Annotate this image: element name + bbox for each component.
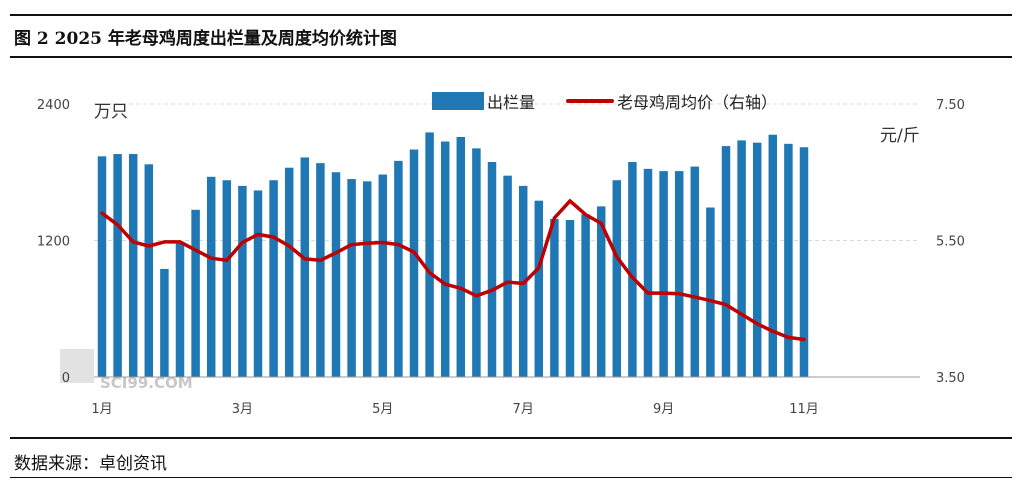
bar	[534, 200, 544, 377]
right-tick-label: 3.50	[936, 371, 965, 386]
left-tick-label: 1200	[37, 235, 70, 250]
bar	[674, 171, 684, 377]
source-rule	[10, 437, 1012, 439]
top-rule	[10, 14, 1012, 16]
left-axis-unit: 万只	[94, 102, 128, 122]
bar	[472, 148, 481, 377]
bar	[175, 241, 185, 377]
bar	[503, 175, 512, 377]
left-tick-label: 2400	[37, 98, 70, 113]
bar	[253, 190, 263, 377]
title-rule	[10, 56, 1012, 58]
right-axis-unit: 元/斤	[880, 126, 920, 146]
bar	[550, 218, 559, 377]
right-tick-label: 5.50	[936, 235, 965, 250]
right-tick-label: 7.50	[936, 98, 965, 113]
watermark-logo	[60, 349, 94, 383]
legend-bar-swatch	[432, 92, 484, 110]
x-tick-label: 9月	[653, 402, 674, 417]
x-tick-label: 11月	[789, 402, 819, 417]
bar	[144, 164, 154, 377]
x-tick-label: 3月	[232, 402, 253, 417]
bar	[721, 146, 731, 377]
legend-bar-label: 出栏量	[487, 93, 535, 112]
bar	[752, 142, 762, 377]
legend-line-label: 老母鸡周均价（右轴）	[617, 93, 777, 112]
bar	[799, 147, 809, 377]
bar	[331, 172, 341, 377]
bar	[284, 167, 294, 377]
bar	[659, 171, 668, 377]
figure-title: 图 2 2025 年老母鸡周度出栏量及周度均价统计图	[14, 29, 397, 49]
bar	[316, 163, 325, 377]
bar	[206, 176, 216, 377]
bar	[222, 180, 232, 377]
bar	[690, 166, 700, 377]
bar	[643, 168, 653, 377]
x-tick-label: 7月	[513, 402, 534, 417]
bar	[269, 180, 278, 377]
bar	[160, 268, 169, 377]
bar	[191, 209, 200, 377]
bar	[784, 143, 793, 377]
bottom-rule	[10, 477, 1012, 478]
bar	[581, 214, 590, 377]
bar	[768, 134, 778, 377]
bar	[128, 154, 138, 377]
bar	[97, 156, 107, 377]
bar	[394, 160, 403, 377]
bar	[628, 162, 637, 377]
bar	[565, 220, 575, 377]
bar	[113, 154, 122, 377]
bar	[362, 181, 372, 377]
bar	[456, 136, 466, 377]
bar	[737, 140, 746, 377]
bar	[409, 149, 419, 377]
bar	[425, 132, 434, 377]
bar	[440, 141, 450, 377]
bar	[596, 206, 606, 377]
price-line	[100, 199, 806, 342]
x-tick-label: 1月	[91, 402, 112, 417]
bar	[347, 179, 356, 377]
data-source: 数据来源：卓创资讯	[14, 454, 167, 474]
left-tick-label: 0	[62, 371, 70, 386]
bar	[238, 185, 247, 377]
bar	[300, 157, 310, 377]
bar	[706, 207, 715, 377]
bar	[612, 180, 622, 377]
x-tick-label: 5月	[372, 402, 393, 417]
watermark-text: SCI99.COM	[100, 374, 193, 392]
bar	[487, 162, 497, 377]
bar	[378, 174, 388, 377]
